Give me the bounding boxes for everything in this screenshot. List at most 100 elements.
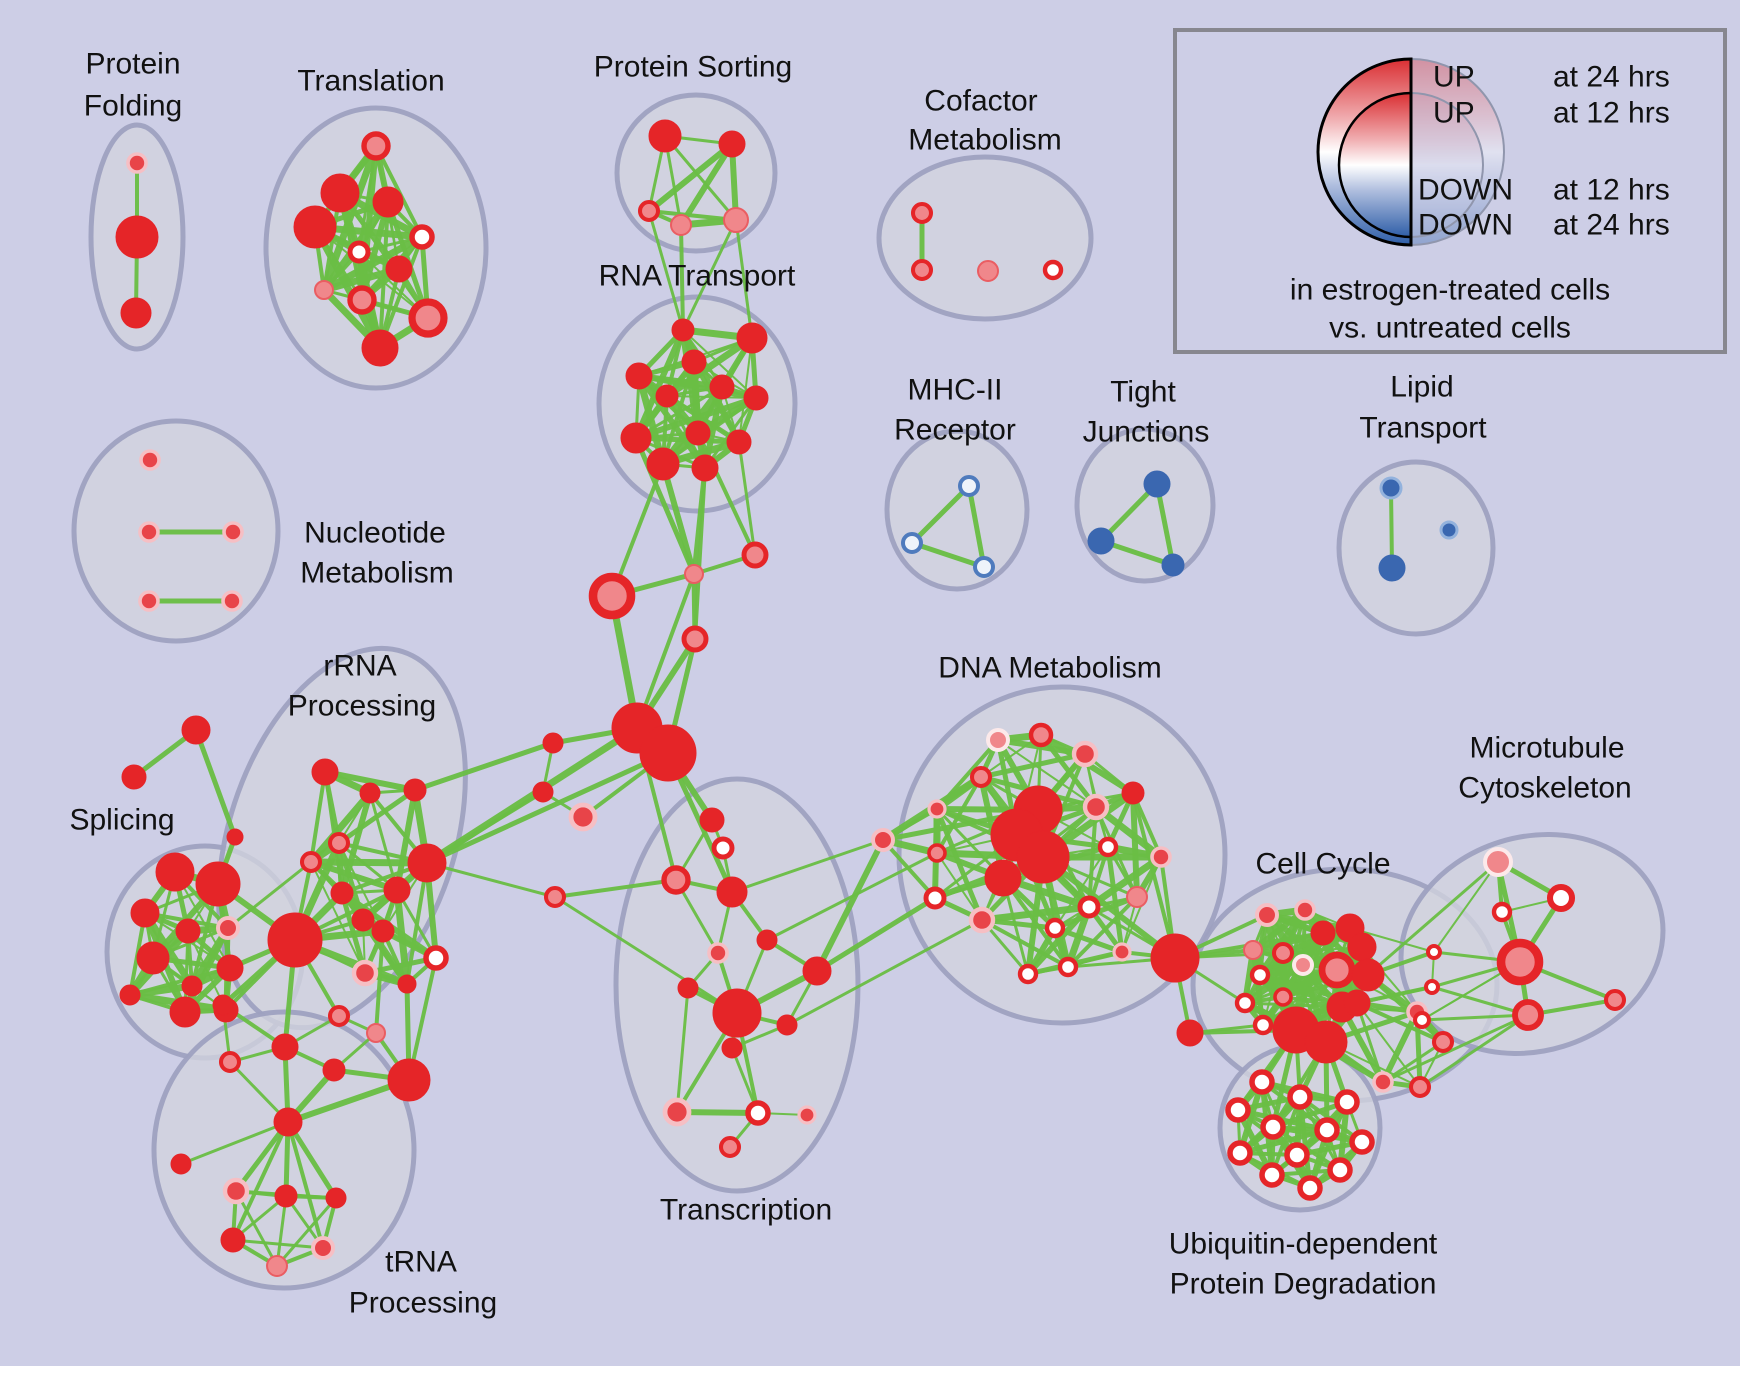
cluster-label-ubiquitin-degradation: Ubiquitin-dependent: [1169, 1228, 1438, 1261]
edge-trna-processing: [275, 1196, 338, 1268]
gene-node-transcription: [661, 865, 691, 895]
edge-dna-metabolism: [1092, 803, 1165, 861]
legend-time-3: at 24 hrs: [1553, 209, 1670, 242]
gene-node-cell-cycle: [1271, 941, 1295, 965]
gene-node-dna-metabolism: [923, 886, 947, 910]
cluster-label-nucleotide-metabolism: Nucleotide: [304, 517, 446, 550]
legend-time-2: at 12 hrs: [1553, 174, 1670, 207]
cluster-label-protein-folding: Folding: [84, 90, 182, 123]
edge-trna-processing: [286, 1120, 325, 1250]
cluster-label-transcription: Transcription: [660, 1194, 832, 1227]
gene-node-rna-transport: [655, 384, 679, 408]
gene-node-rrna-processing: [351, 908, 375, 932]
legend-glyph-left-12h: [1337, 91, 1413, 239]
cluster-label-splicing: Splicing: [69, 804, 174, 837]
legend-glyph-right-fade: [1410, 57, 1505, 247]
gene-node-rrna-processing: [311, 758, 339, 786]
cluster-label-mhc-ii-receptor: MHC-II: [908, 374, 1003, 407]
gene-node-lipid-transport: [1379, 476, 1403, 500]
gene-node-mhc-ii-receptor: [901, 532, 923, 554]
gene-node-dna-metabolism: [1016, 830, 1070, 884]
gene-node-cell-cycle: [1234, 992, 1256, 1014]
gene-node-transcription: [699, 807, 725, 833]
edge-rrna-processing: [308, 859, 400, 893]
cluster-label-tight-junctions: Junctions: [1083, 416, 1210, 449]
gene-node-dna-metabolism: [968, 906, 996, 934]
gene-node-mhc-ii-receptor: [973, 556, 995, 578]
gene-node-translation: [385, 255, 413, 283]
edge-dna-metabolism: [1105, 844, 1125, 955]
edge-rna-transport: [634, 385, 724, 440]
gene-node-central-hub: [681, 625, 709, 653]
gene-node-cell-cycle: [1294, 899, 1316, 921]
gene-node-rna-transport: [671, 318, 695, 342]
gene-node-ubiquitin-degradation: [1314, 1117, 1340, 1143]
cluster-label-microtubule-cytoskeleton: Microtubule: [1469, 732, 1624, 765]
edge-translation: [314, 226, 429, 319]
gene-node-protein-folding: [120, 297, 152, 329]
edge-rna-transport-to-central-hub: [693, 466, 707, 641]
gene-node-cell-cycle: [1255, 903, 1279, 927]
edge-rrna-processing: [393, 886, 411, 988]
gene-node-central-hub: [568, 802, 598, 832]
edge-trna-processing: [179, 1120, 290, 1166]
gene-node-ubiquitin-degradation: [1259, 1162, 1285, 1188]
edge-rrna-processing: [322, 769, 418, 793]
gene-node-splicing: [169, 996, 201, 1028]
edge-dna-metabolism: [997, 739, 1097, 808]
edge-transcription: [675, 986, 690, 1114]
edge-transcription-to-dna-metabolism: [765, 851, 939, 942]
gene-node-transcription: [776, 1014, 798, 1036]
gene-node-trna-processing: [274, 1184, 298, 1208]
gene-node-rna-transport: [681, 349, 707, 375]
gene-node-microtubule-cytoskeleton: [1603, 988, 1627, 1012]
gene-node-rrna-processing: [359, 782, 381, 804]
gene-node-splicing-triangle: [181, 715, 211, 745]
gene-node-translation: [409, 224, 435, 250]
legend-direction-1: UP: [1433, 97, 1475, 130]
edge-rrna-processing: [309, 770, 327, 864]
legend-direction-0: UP: [1433, 61, 1475, 94]
gene-node-dna-cc-bridge: [1176, 1019, 1204, 1047]
gene-node-dna-metabolism: [1017, 963, 1039, 985]
edge-transcription-to-dna-metabolism: [814, 895, 938, 974]
gene-node-microtubule-cytoskeleton: [1546, 883, 1576, 913]
gene-node-protein-folding: [126, 152, 148, 174]
cluster-ellipse-trna-processing: [151, 1009, 417, 1291]
gene-node-rrna-processing: [397, 974, 417, 994]
gene-node-dna-metabolism: [1044, 917, 1066, 939]
gene-node-ubiquitin-degradation: [1297, 1175, 1323, 1201]
gene-node-rrna-trna-bridge: [271, 1033, 299, 1061]
gene-node-rrna-trna-bridge: [327, 1004, 351, 1028]
cluster-label-cofactor-metabolism: Cofactor: [924, 85, 1037, 118]
cluster-label-lipid-transport: Transport: [1359, 412, 1487, 445]
gene-node-cofactor-metabolism: [910, 258, 934, 282]
gene-node-tight-junctions: [1087, 527, 1115, 555]
gene-node-dna-metabolism: [927, 843, 947, 863]
gene-node-rrna-processing: [403, 778, 427, 802]
gene-node-rrna-processing: [327, 831, 351, 855]
gene-node-ubiquitin-degradation: [1287, 1084, 1313, 1110]
gene-node-rna-transport: [743, 385, 769, 411]
gene-node-dna-metabolism: [1097, 836, 1119, 858]
gene-node-transcription: [745, 1100, 771, 1126]
gene-node-microtubule-cytoskeleton: [1426, 944, 1442, 960]
gene-node-trna-processing: [273, 1107, 303, 1137]
gene-node-cell-cycle: [1343, 989, 1371, 1017]
edge-rna-transport-to-central-hub: [696, 431, 757, 557]
gene-node-nucleotide-metabolism: [222, 521, 244, 543]
gene-node-rrna-processing: [299, 850, 323, 874]
edge-microtubule-cytoskeleton: [1420, 1013, 1530, 1022]
gene-node-ubiquitin-degradation: [1327, 1157, 1353, 1183]
edge-tight-junctions: [1154, 481, 1176, 568]
edge-dna-metabolism: [978, 903, 1093, 924]
edge-microtubule-cytoskeleton: [1430, 985, 1530, 1017]
gene-node-cell-cycle: [1431, 1030, 1455, 1054]
gene-node-cofactor-metabolism: [910, 201, 934, 225]
cluster-label-protein-folding: Protein: [85, 48, 180, 81]
legend-glyph-inner-fade: [1410, 91, 1484, 239]
edge-protein-sorting-to-rna-transport: [647, 209, 685, 332]
edge-trna-processing: [231, 1238, 325, 1250]
